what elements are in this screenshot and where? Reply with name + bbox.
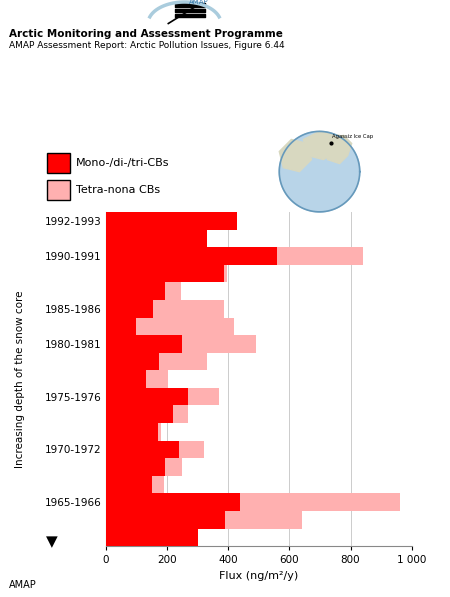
Bar	[106, 388, 189, 405]
Bar	[106, 335, 256, 353]
Text: AMAP: AMAP	[9, 580, 37, 590]
Bar	[106, 335, 182, 353]
FancyBboxPatch shape	[47, 153, 70, 173]
Text: Arctic Monitoring and Assessment Programme: Arctic Monitoring and Assessment Program…	[9, 29, 283, 39]
Bar	[106, 405, 173, 423]
Bar	[106, 476, 164, 494]
Bar	[106, 212, 213, 229]
Text: Increasing depth of the snow core: Increasing depth of the snow core	[15, 290, 25, 468]
Polygon shape	[279, 140, 311, 172]
Bar	[106, 300, 153, 318]
Bar	[106, 370, 168, 388]
FancyBboxPatch shape	[47, 180, 70, 200]
Bar	[106, 353, 159, 370]
Bar	[106, 529, 184, 546]
Bar	[106, 282, 181, 300]
Bar	[106, 494, 240, 511]
Bar	[106, 353, 207, 370]
Bar	[106, 300, 224, 318]
Text: Mono-/di-/tri-CBs: Mono-/di-/tri-CBs	[76, 158, 169, 168]
Bar	[106, 247, 277, 264]
Bar	[106, 423, 161, 441]
Bar	[106, 264, 224, 282]
Bar	[106, 476, 152, 494]
Text: Agassiz Ice Cap: Agassiz Ice Cap	[333, 134, 374, 140]
Bar	[106, 212, 237, 229]
Bar	[106, 511, 302, 529]
Bar	[106, 318, 234, 335]
Bar	[106, 458, 166, 476]
Polygon shape	[303, 131, 344, 159]
Bar	[106, 229, 184, 247]
Bar	[106, 458, 182, 476]
Text: AMAP: AMAP	[189, 0, 208, 5]
Polygon shape	[324, 136, 352, 164]
Bar	[106, 511, 225, 529]
Bar	[106, 441, 204, 458]
Bar	[106, 529, 198, 546]
Bar	[106, 318, 136, 335]
Bar	[106, 264, 227, 282]
Polygon shape	[279, 131, 360, 212]
Bar	[106, 229, 207, 247]
Bar	[106, 441, 179, 458]
Bar	[106, 405, 189, 423]
Bar	[106, 370, 145, 388]
Bar	[106, 423, 158, 441]
Text: ▼: ▼	[46, 534, 58, 550]
Bar	[106, 494, 400, 511]
Text: Tetra-nona CBs: Tetra-nona CBs	[76, 185, 160, 195]
Bar	[106, 388, 219, 405]
X-axis label: Flux (ng/m²/y): Flux (ng/m²/y)	[219, 571, 298, 581]
Bar	[106, 282, 166, 300]
Bar	[106, 247, 363, 264]
Text: AMAP Assessment Report: Arctic Pollution Issues, Figure 6.44: AMAP Assessment Report: Arctic Pollution…	[9, 41, 284, 50]
